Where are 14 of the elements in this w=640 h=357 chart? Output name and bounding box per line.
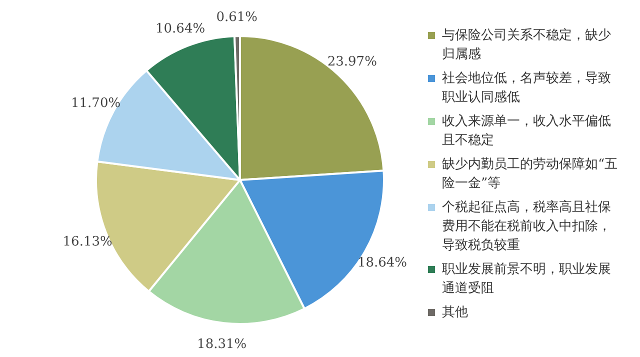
legend-label: 个税起征点高，税率高且社保费用不能在税前收入中扣除，导致税负较重 [442, 199, 612, 255]
data-label: 18.31% [197, 336, 247, 352]
legend-label: 收入来源单一，收入水平偏低且不稳定 [442, 113, 612, 150]
legend-label: 其他 [442, 304, 468, 322]
data-label: 23.97% [327, 54, 377, 70]
data-label: 0.61% [216, 10, 258, 26]
data-label: 10.64% [156, 21, 206, 36]
data-label: 18.64% [357, 256, 408, 271]
data-label: 11.70% [71, 96, 121, 111]
legend-label: 缺少内勤员工的劳动保障如“五险一金”等 [442, 156, 619, 193]
legend-label: 社会地位低，名声较差，导致职业认同感低 [442, 70, 612, 107]
legend-label: 职业发展前景不明，职业发展通道受阻 [442, 261, 612, 298]
legend-label: 与保险公司关系不稳定，缺少归属感 [442, 27, 612, 64]
data-label: 16.13% [62, 234, 112, 250]
